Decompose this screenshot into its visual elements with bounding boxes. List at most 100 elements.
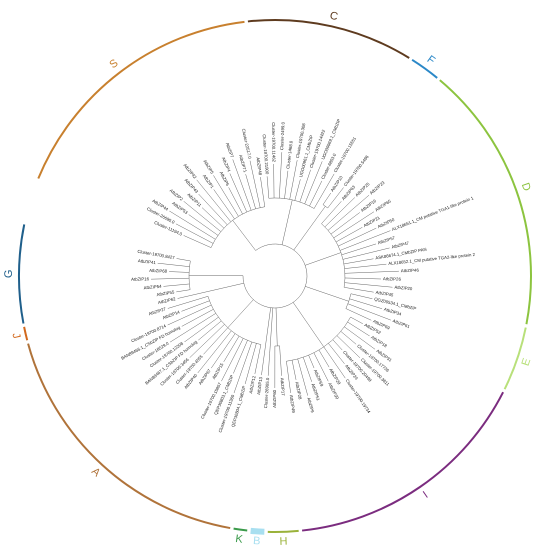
branch [266,176,270,199]
branch [302,357,312,382]
leaf-label: AtbZIP65 [374,198,392,212]
clade-arc [233,527,248,532]
branch [189,324,225,358]
leaf-label: AtbZIP48 [255,157,263,176]
branch [184,317,219,343]
branch [260,177,266,207]
clade-arc [301,391,504,532]
branch [163,283,190,287]
leaf-label: Cluster-1468.0 [285,140,293,169]
leaf-label: AtbZIP59 [313,369,325,388]
branch [347,321,370,337]
branch [261,361,264,376]
branch [281,199,293,245]
leaf-label: AtbZIP34 [383,307,402,317]
branch [294,179,301,201]
leaf-label: AtbZIP61 [392,318,411,329]
clade-label: G [3,270,15,279]
leaf-label: AtbZIP25 [354,181,371,198]
branch [344,263,387,269]
branch [318,349,330,368]
branch [176,258,191,262]
clade-label: C [329,10,339,23]
leaf-label: AtbZIP53 [171,201,189,216]
branch [267,353,270,376]
branch [249,160,261,208]
branch [327,187,344,209]
clade-label: F [425,53,438,67]
leaf-label: AtbZIP9 [306,397,315,414]
branch [197,330,232,374]
leaf-label: AtbZIP47 [391,240,410,249]
branch [223,335,240,362]
leaf-label: AtbZIP42 [182,163,198,181]
branch [198,193,228,225]
leaf-label: AtbZIP5 [202,159,215,175]
leaf-label: AtbZIP26 [383,276,402,282]
branch [344,270,399,274]
clade-label: D [519,181,533,193]
branch [291,360,297,380]
branch [198,320,222,341]
branch [297,358,308,396]
branch [167,296,209,309]
branch [175,223,214,244]
branch [344,326,376,350]
branch [321,201,342,224]
clade-arc [411,58,438,79]
branch [323,346,346,379]
branch [344,282,393,288]
clade-label: B [253,535,261,547]
branch [203,327,228,355]
branch [233,340,248,374]
branch [340,230,391,251]
branch [347,303,391,321]
branch [181,309,214,327]
leaf-label: Cluster-19700.21900 [262,134,270,175]
branch [309,180,323,207]
leaf-label: AtbZIP41 [138,258,157,265]
leaf-label: AtbZIP68 [149,268,168,274]
leaf-label: AtbZIP13 [256,376,263,395]
branch [245,174,256,209]
leaf-label: AtbZIP49 [289,395,296,414]
branch [263,307,271,362]
branch [341,243,377,256]
branch [313,352,329,382]
clade-label: J [9,332,22,340]
branch [196,179,231,222]
clade-label: H [279,536,287,548]
clade-arc [23,326,29,341]
branch [177,293,200,299]
clade-label: S [107,57,120,71]
branch [289,160,298,200]
leaf-label: Cluster-19700.19734 [345,378,372,414]
leaf-label: AtbZIP57 [377,235,396,245]
branch [213,189,235,220]
branch [284,170,289,199]
branch [332,339,343,351]
branch [322,192,332,205]
branch [233,341,253,394]
branch [279,152,283,199]
leaf-label: AtbZIP62 [158,296,177,305]
leaf-label: AtbZIP51 [310,383,321,402]
leaf-label: Cluster-11194.0 [154,220,184,237]
branch [344,287,374,293]
branch [345,308,372,321]
branch [183,201,221,232]
branch [229,173,248,213]
clade-arc [439,79,532,325]
leaf-label: AtbZIP11 [186,192,203,208]
clade-arc [503,327,527,390]
branch [275,307,278,346]
branch [286,361,291,393]
branch [336,335,361,359]
leaf-label: Cluster-2499.0 [279,121,286,150]
branch [232,220,256,251]
leaf-label: Cluster-19700.15551 [333,135,358,173]
branch [157,262,190,267]
branch [188,214,219,236]
branch [201,207,225,229]
branch [213,175,239,217]
